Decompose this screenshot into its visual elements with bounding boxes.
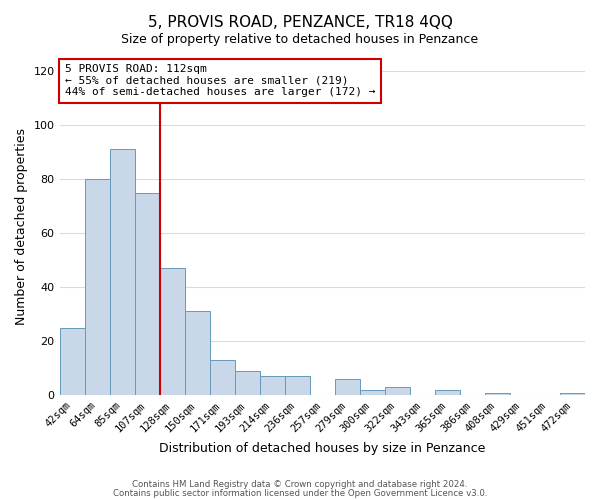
Bar: [59, 328, 85, 395]
Text: Contains HM Land Registry data © Crown copyright and database right 2024.: Contains HM Land Registry data © Crown c…: [132, 480, 468, 489]
Bar: [235, 371, 260, 395]
X-axis label: Distribution of detached houses by size in Penzance: Distribution of detached houses by size …: [159, 442, 485, 455]
Bar: [110, 150, 134, 395]
Bar: [435, 390, 460, 395]
Bar: [85, 179, 110, 395]
Text: Contains public sector information licensed under the Open Government Licence v3: Contains public sector information licen…: [113, 488, 487, 498]
Bar: [485, 392, 510, 395]
Bar: [385, 387, 410, 395]
Bar: [209, 360, 235, 395]
Text: Size of property relative to detached houses in Penzance: Size of property relative to detached ho…: [121, 32, 479, 46]
Bar: [360, 390, 385, 395]
Bar: [185, 312, 209, 395]
Bar: [260, 376, 285, 395]
Bar: [285, 376, 310, 395]
Bar: [335, 379, 360, 395]
Bar: [134, 192, 160, 395]
Text: 5, PROVIS ROAD, PENZANCE, TR18 4QQ: 5, PROVIS ROAD, PENZANCE, TR18 4QQ: [148, 15, 452, 30]
Bar: [160, 268, 185, 395]
Bar: [560, 392, 585, 395]
Text: 5 PROVIS ROAD: 112sqm
← 55% of detached houses are smaller (219)
44% of semi-det: 5 PROVIS ROAD: 112sqm ← 55% of detached …: [65, 64, 375, 98]
Y-axis label: Number of detached properties: Number of detached properties: [15, 128, 28, 325]
